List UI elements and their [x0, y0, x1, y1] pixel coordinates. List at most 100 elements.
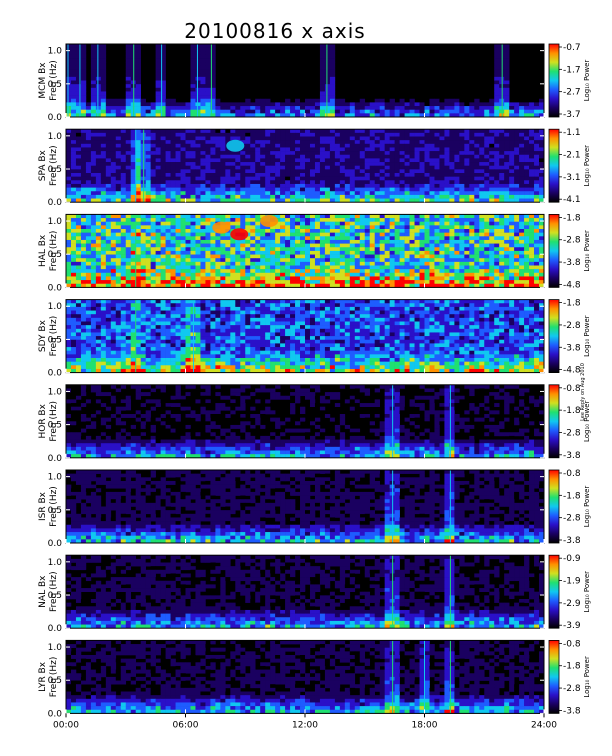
spectrogram-cell	[334, 151, 341, 156]
spectrogram-cell	[459, 183, 465, 188]
spectrogram-cell	[449, 151, 455, 156]
spectrogram-cell	[290, 303, 296, 308]
y-tick-label: 1.0	[48, 47, 63, 57]
spectrogram-cell	[115, 229, 122, 233]
spectrogram-cell	[359, 191, 366, 196]
spectrogram-cell	[364, 243, 371, 248]
spectrogram-cell	[220, 129, 226, 134]
spectrogram-cell	[539, 162, 545, 166]
spectrogram-cell	[75, 258, 82, 263]
spectrogram-cell	[399, 243, 405, 248]
spectrogram-cell	[155, 109, 161, 114]
spectrogram-cell	[514, 258, 520, 263]
spectrogram-cell	[484, 176, 490, 181]
spectrogram-cell	[534, 221, 540, 226]
spectrogram-cell	[499, 198, 505, 203]
spectrogram-cell	[125, 106, 132, 110]
spectrogram-cell	[105, 250, 112, 255]
spectrogram-cell	[324, 129, 331, 134]
spectrogram-cell	[85, 198, 92, 203]
spectrogram-cell	[524, 162, 530, 166]
spectrogram-cell	[195, 232, 201, 237]
spectrogram-cell	[160, 303, 166, 308]
spectrogram-cell	[509, 280, 515, 285]
spectrogram-cell	[150, 136, 156, 141]
spectrogram-cell	[409, 154, 415, 159]
spectrogram-cell	[205, 147, 211, 152]
spectrogram-cell	[444, 176, 450, 181]
spectrogram-cell	[150, 265, 156, 270]
spectrogram-cell	[364, 158, 371, 163]
spectrogram-cell	[369, 299, 376, 304]
spectrogram-cell	[90, 147, 97, 152]
spectrogram-cell	[180, 214, 186, 219]
spectrogram-cell	[529, 187, 535, 192]
spectrogram-cell	[334, 183, 341, 188]
spectrogram-cell	[165, 306, 171, 311]
spectrogram-cell	[165, 173, 171, 177]
spectrogram-cell	[75, 158, 82, 163]
spectrogram-cell	[439, 243, 445, 248]
spectrogram-cell	[424, 258, 430, 263]
spectrogram-cell	[170, 276, 176, 281]
spectrogram-cell	[524, 283, 530, 288]
spectrogram-cell	[275, 183, 281, 188]
spectrogram-cell	[235, 109, 241, 114]
spectrogram-cell	[399, 272, 405, 277]
spectrogram-cell	[374, 283, 380, 288]
spectrogram-cell	[220, 198, 226, 203]
spectrogram-cell	[539, 272, 545, 277]
spectrogram-cell	[165, 102, 171, 107]
spectrogram-cell	[180, 102, 186, 107]
spectrogram-cell	[130, 165, 137, 170]
spectrogram-cell	[275, 162, 281, 166]
spectrogram-cell	[489, 140, 495, 145]
spectrogram-cell	[250, 229, 256, 233]
spectrogram-cell	[344, 162, 351, 166]
spectrogram-cell	[195, 84, 201, 89]
spectrogram-cell	[504, 73, 510, 78]
spectrogram-cell	[160, 76, 166, 81]
spectrogram-cell	[175, 258, 181, 263]
spectrogram-cell	[529, 113, 535, 118]
spectrogram-cell	[80, 136, 87, 141]
spectrogram-cell	[115, 276, 122, 281]
spectrogram-cell	[210, 176, 216, 181]
spectrogram-cell	[250, 162, 256, 166]
spectrogram-cell	[210, 283, 216, 288]
spectrogram-cell	[175, 239, 181, 244]
spectrogram-cell	[384, 218, 390, 222]
station-label: MCM Bx	[38, 62, 48, 99]
spectrogram-cell	[225, 173, 231, 177]
spectrogram-cell	[150, 106, 156, 110]
spectrogram-cell	[504, 154, 510, 159]
spectrogram-cell	[130, 280, 137, 285]
spectrogram-cell	[235, 261, 241, 266]
spectrogram-cell	[524, 280, 530, 285]
spectrogram-cell	[195, 250, 201, 255]
spectrogram-cell	[185, 214, 191, 219]
spectrogram-cell	[200, 80, 206, 85]
spectrogram-cell	[160, 229, 166, 233]
spectrogram-cell	[509, 187, 515, 192]
spectrogram-cell	[349, 243, 356, 248]
spectrogram-cell	[245, 221, 251, 226]
spectrogram-cell	[260, 140, 266, 145]
spectrogram-cell	[419, 265, 425, 270]
spectrogram-cell	[270, 232, 276, 237]
spectrogram-cell	[135, 299, 141, 304]
spectrogram-cell	[399, 180, 405, 185]
spectrogram-cell	[484, 109, 490, 114]
spectrogram-cell	[369, 258, 376, 263]
spectrogram-cell	[66, 187, 72, 192]
spectrogram-cell	[459, 113, 465, 118]
spectrogram-cell	[464, 243, 470, 248]
spectrogram-cell	[170, 109, 176, 114]
spectrogram-cell	[135, 147, 141, 152]
spectrogram-cell	[190, 73, 196, 78]
spectrogram-cell	[66, 272, 72, 277]
spectrogram-cell	[499, 269, 505, 274]
spectrogram-cell	[90, 173, 97, 177]
spectrogram-cell	[369, 140, 376, 145]
spectrogram-cell	[160, 236, 166, 241]
